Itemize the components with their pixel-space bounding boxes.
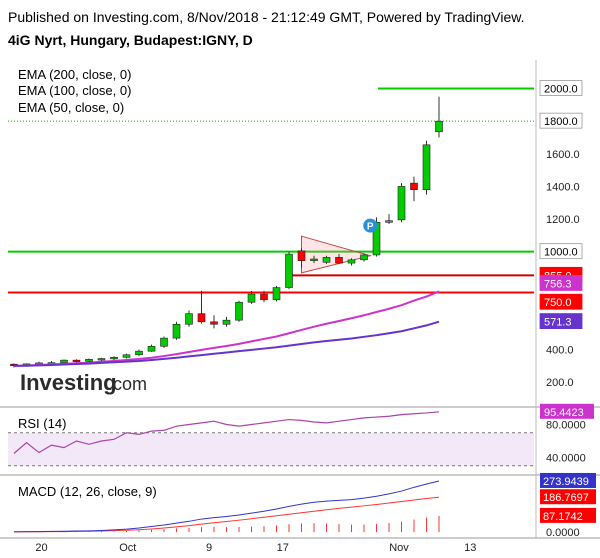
symbol-title: 4iG Nyrt, Hungary, Budapest:IGNY, D: [8, 32, 253, 48]
price-tick-label: 400.0: [546, 345, 574, 357]
candle-body: [72, 359, 81, 362]
candle-body: [422, 144, 431, 190]
price-badge-value: 1000.0: [544, 247, 578, 259]
candle-body: [372, 222, 381, 256]
candle-body: [222, 319, 231, 325]
rsi-tick-label: 40.0000: [546, 453, 586, 465]
macd-badge: [540, 472, 596, 488]
legend-ema-200: EMA (200, close, 0): [18, 67, 131, 82]
candle-body: [260, 293, 268, 301]
legend-ema-50: EMA (50, close, 0): [18, 100, 124, 115]
macd-tick-label: 0.0000: [546, 527, 580, 539]
candle-body: [435, 120, 443, 133]
price-badge: [539, 243, 583, 260]
ema-50-line: [13, 320, 440, 367]
candle-body: [297, 250, 306, 261]
candle-body: [122, 354, 131, 358]
candle-body: [85, 359, 93, 362]
candle-body: [185, 313, 193, 325]
candle-body: [197, 313, 206, 323]
investing-watermark: Investing .com: [20, 370, 147, 395]
candle-body: [272, 287, 281, 301]
candle-body: [322, 257, 331, 263]
candle-body: [247, 293, 256, 303]
candle-body: [110, 357, 118, 360]
candle-body: [360, 254, 368, 261]
macd-line: [13, 480, 440, 533]
candle-body: [160, 337, 168, 347]
candle-body: [285, 253, 293, 288]
watermark-brand: Investing: [20, 370, 117, 395]
price-badge-value: 1800.0: [544, 116, 578, 128]
macd-badge-value: 87.1742: [543, 511, 583, 523]
price-tick-label: 200.0: [546, 377, 574, 389]
price-badge-value: 2000.0: [544, 84, 578, 96]
price-badge: [539, 313, 583, 329]
rsi-line: [13, 411, 440, 454]
price-badge-value: 756.3: [544, 278, 572, 290]
watermark-suffix: .com: [108, 374, 147, 394]
price-tick-label: 1200.0: [546, 214, 580, 226]
published-line: Published on Investing.com, 8/Nov/2018 -…: [8, 9, 525, 25]
x-tick-label: 13: [464, 542, 476, 554]
macd-badge-value: 186.7697: [543, 492, 589, 504]
price-badge: [539, 80, 583, 96]
candle-body: [135, 350, 143, 356]
legend-ema-100: EMA (100, close, 0): [18, 83, 131, 98]
rsi-current-value: 95.4423: [544, 407, 584, 419]
macd-label: MACD (12, 26, close, 9): [18, 484, 157, 499]
price-badge: [539, 275, 583, 291]
candle-body: [335, 257, 343, 264]
macd-signal-line: [13, 496, 440, 533]
price-tick-label: 1600.0: [546, 149, 580, 161]
macd-badge: [540, 507, 596, 523]
rsi-tick-label: 80.0000: [546, 420, 586, 432]
event-marker-icon: [363, 218, 378, 233]
ema-100-line: [13, 290, 440, 367]
macd-badge-value: 273.9439: [543, 476, 589, 488]
x-tick-label: 9: [206, 542, 212, 554]
candle-body: [347, 259, 356, 264]
price-badge: [539, 112, 583, 129]
x-tick-label: Nov: [389, 542, 409, 554]
price-badge-value: 750.0: [544, 297, 572, 309]
x-tick-label: 20: [35, 542, 47, 554]
candle-body: [385, 220, 393, 223]
rsi-current-badge: [540, 403, 594, 419]
x-tick-label: 17: [277, 542, 289, 554]
pennant-pattern: [301, 235, 373, 274]
price-tick-label: 1400.0: [546, 181, 580, 193]
event-marker-label: P: [367, 222, 374, 233]
candle-body: [310, 258, 318, 261]
candle-body: [235, 301, 243, 321]
candle-body: [60, 359, 68, 363]
rsi-band: [8, 432, 534, 466]
candle-body: [97, 358, 106, 361]
rsi-label: RSI (14): [18, 416, 66, 431]
price-badge-value: 571.3: [544, 317, 572, 329]
price-badge: [539, 293, 583, 310]
candle-body: [210, 321, 218, 325]
x-tick-label: Oct: [119, 542, 136, 554]
candle-body: [410, 182, 418, 190]
candle-body: [147, 345, 156, 352]
candle-body: [397, 186, 406, 221]
candle-body: [172, 323, 181, 339]
macd-badge: [540, 489, 596, 505]
